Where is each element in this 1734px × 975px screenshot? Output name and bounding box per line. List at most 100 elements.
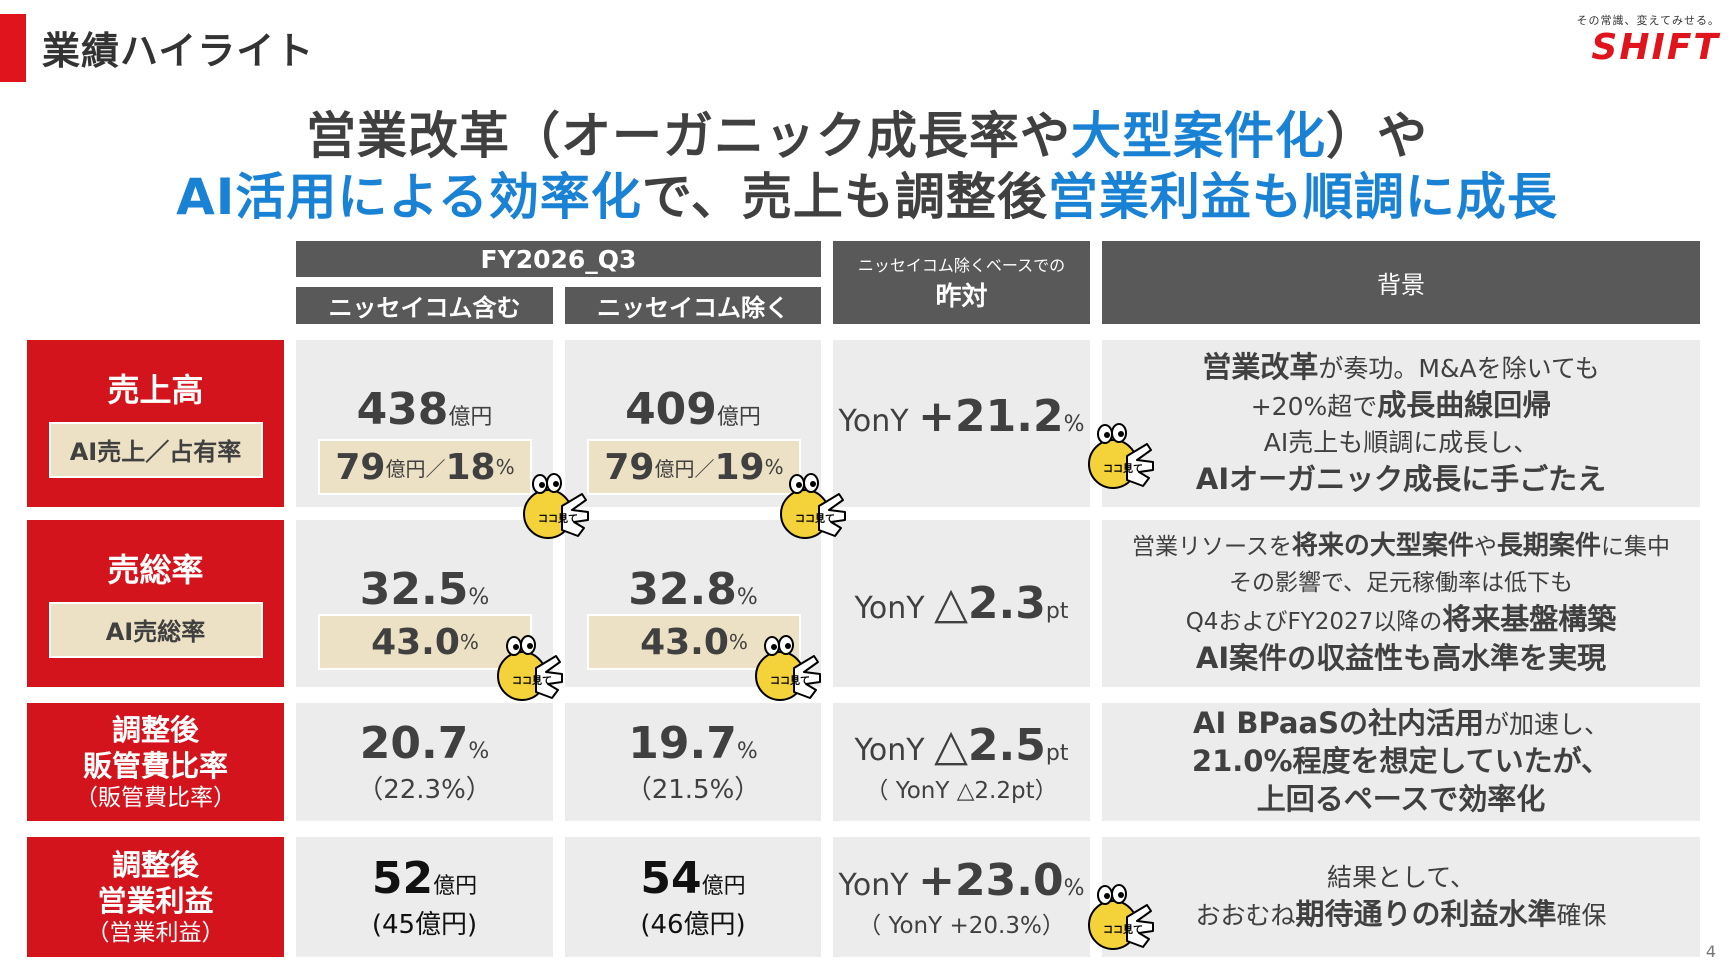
- yoy-label: YonY: [854, 591, 925, 626]
- row-sublabel: （販管費比率）: [75, 785, 236, 811]
- yoy-unit: %: [1063, 875, 1085, 901]
- col-header-incl: ニッセイコム含む: [296, 287, 553, 324]
- cell-sales-incl: 438億円 79 億円／ 18%: [296, 340, 553, 507]
- value-unit: %: [736, 585, 758, 610]
- mascot-label: ココ見て: [770, 675, 810, 687]
- bg-line: Q4およびFY2027以降の将来基盤構築: [1186, 601, 1617, 640]
- row-label-text: 調整後: [111, 713, 199, 747]
- value-number: 32.5: [359, 564, 469, 615]
- value-unit: %: [736, 739, 758, 764]
- ai-pct: 18: [445, 446, 496, 488]
- yoy-op: YonY +23.0%: [839, 855, 1085, 906]
- col-header-yoy: ニッセイコム除くベースでの 昨対: [833, 241, 1090, 324]
- yoy-value: +21.2: [918, 391, 1064, 442]
- bg-line: その影響で、足元稼働率は低下も: [1228, 570, 1574, 596]
- ai-box-sales-incl: 79 億円／ 18%: [318, 439, 532, 495]
- bg-normal: おおむね: [1195, 901, 1296, 930]
- mascot-label: ココ見て: [1103, 463, 1143, 475]
- row-label-sales: 売上高 AI売上／占有率: [27, 340, 284, 507]
- value-gross-excl: 32.8%: [565, 564, 821, 615]
- cell-op-background: 結果として、 おおむね期待通りの利益水準確保: [1102, 837, 1700, 957]
- value-number: 52: [371, 853, 434, 904]
- mascot-label: ココ見て: [538, 513, 578, 525]
- value-unit: 億円: [701, 874, 746, 899]
- row-label-text: 売上高: [107, 370, 204, 409]
- value-number: 20.7: [359, 718, 469, 769]
- page-number: 4: [1705, 942, 1716, 961]
- cell-op-incl: 52億円 (45億円): [296, 837, 553, 957]
- row-label-sga: 調整後 販管費比率 （販管費比率）: [27, 703, 284, 821]
- bg-normal: や: [1473, 534, 1497, 560]
- row-label-text: 調整後: [111, 848, 199, 882]
- ai-unit: %: [459, 630, 479, 654]
- headline-text: ）や: [1326, 107, 1428, 165]
- bg-line: AI売上も順調に成長し、: [1263, 427, 1539, 457]
- yoy-unit: %: [1063, 412, 1085, 437]
- mascot-label: ココ見て: [795, 513, 835, 525]
- headline-highlight: 大型案件化: [1071, 107, 1326, 165]
- value-unit: %: [468, 739, 490, 764]
- cell-sga-excl: 19.7% （21.5%）: [565, 703, 821, 821]
- col-header-yoy-main: 昨対: [935, 282, 988, 312]
- yoy-unit: pt: [1045, 740, 1069, 766]
- ai-box-gross-incl: 43.0%: [318, 614, 532, 670]
- logo-tagline: その常識、変えてみせる。: [1576, 14, 1720, 27]
- value-unit: %: [468, 585, 490, 610]
- pct-unit: %: [495, 455, 515, 479]
- headline-highlight: 営業利益も順調に成長: [1047, 168, 1558, 226]
- logo-wordmark: SHIFT: [1591, 27, 1720, 68]
- bg-line: +20%超で成長曲線回帰: [1251, 387, 1552, 425]
- yoy-sga: YonY △2.5pt: [855, 720, 1069, 771]
- yoy-label: YonY: [854, 732, 925, 768]
- row-sublabel-box: AI売総率: [48, 601, 263, 658]
- pct-unit: %: [764, 455, 784, 479]
- row-label-text: 売総率: [107, 550, 204, 589]
- bg-line: おおむね期待通りの利益水準確保: [1195, 896, 1606, 934]
- company-logo: その常識、変えてみせる。 SHIFT: [1577, 12, 1720, 68]
- value-op-excl-prev: (46億円): [640, 910, 746, 940]
- value-sga-excl-prev: （21.5%）: [625, 775, 761, 805]
- yoy-sales: YonY +21.2%: [839, 391, 1085, 442]
- yoy-value: △2.3: [934, 578, 1046, 629]
- cell-sga-incl: 20.7% （22.3%）: [296, 703, 553, 821]
- bg-bold: 将来基盤構築: [1442, 602, 1617, 636]
- cell-sga-background: AI BPaaSの社内活用が加速し、 21.0%程度を想定していたが、 上回るペ…: [1102, 703, 1700, 821]
- cell-sales-excl: 409億円 79 億円／ 19%: [565, 340, 821, 507]
- value-unit: 億円: [433, 874, 478, 899]
- ai-value: 79: [604, 446, 655, 488]
- value-number: 54: [640, 853, 702, 904]
- ai-value: 43.0: [371, 621, 460, 663]
- bg-normal: が奏功。M&Aを除いても: [1318, 353, 1600, 383]
- bg-bold: 21.0%程度を想定していたが、: [1191, 744, 1611, 778]
- value-op-incl: 52億円: [372, 853, 477, 904]
- value-op-excl: 54億円: [640, 853, 745, 904]
- point-here-mascot-icon: ココ見て: [497, 635, 563, 701]
- cell-gross-yoy: YonY △2.3pt: [833, 520, 1090, 687]
- row-label-gross: 売総率 AI売総率: [27, 520, 284, 687]
- slide-title: 業績ハイライト: [42, 29, 315, 73]
- cell-sga-yoy: YonY △2.5pt （ YonY △2.2pt）: [833, 703, 1090, 821]
- bg-bold: AI BPaaSの社内活用: [1193, 706, 1484, 740]
- yoy-value: △2.5: [934, 719, 1046, 771]
- ai-pct: 19: [714, 446, 765, 488]
- yoy-unit: pt: [1045, 599, 1069, 624]
- headline-text: で、売上も調整後: [641, 168, 1048, 226]
- point-here-mascot-icon: ココ見て: [523, 473, 589, 539]
- yoy-sga-prev: （ YonY △2.2pt）: [865, 777, 1058, 804]
- headline-line-1: 営業改革（オーガニック成長率や大型案件化）や: [0, 96, 1734, 168]
- value-sga-incl-prev: （22.3%）: [357, 775, 492, 805]
- yoy-gross: YonY △2.3pt: [855, 578, 1069, 629]
- value-number: 32.8: [628, 564, 737, 615]
- mascot-label: ココ見て: [1103, 924, 1143, 936]
- cell-op-excl: 54億円 (46億円): [565, 837, 821, 957]
- ai-value: 43.0: [640, 621, 729, 663]
- bg-line: 21.0%程度を想定していたが、: [1192, 743, 1610, 781]
- row-sublabel: （営業利益）: [86, 920, 225, 946]
- bg-normal: +20%超で: [1250, 391, 1378, 421]
- bg-line: 営業リソースを将来の大型案件や長期案件に集中: [1132, 528, 1670, 565]
- headline-highlight: AI活用による効率化: [176, 168, 642, 226]
- yoy-label: YonY: [838, 404, 909, 439]
- bg-normal: が加速し、: [1483, 710, 1609, 739]
- yoy-op-prev: （ YonY +20.3%）: [858, 912, 1065, 939]
- bg-line: AI BPaaSの社内活用が加速し、: [1193, 705, 1609, 743]
